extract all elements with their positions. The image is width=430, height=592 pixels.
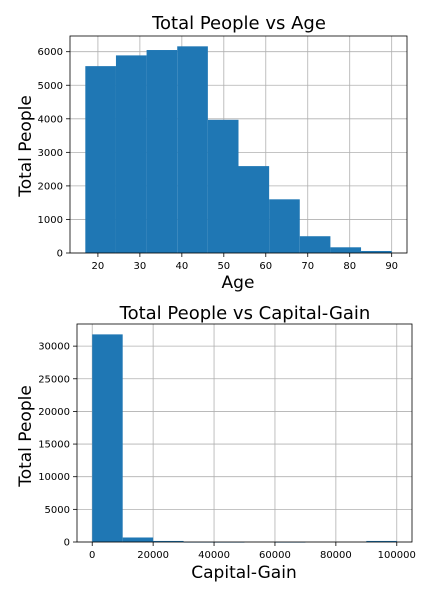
y-tick-label: 30000	[38, 342, 70, 353]
y-tick-label: 10000	[38, 472, 70, 483]
x-tick-label: 30	[134, 261, 147, 272]
x-tick-label: 60	[259, 261, 272, 272]
histogram-bar	[146, 50, 178, 254]
x-tick-label: 100000	[378, 550, 416, 561]
y-tick-label: 15000	[38, 440, 70, 451]
histogram-bar	[330, 247, 362, 253]
y-tick-label: 6000	[38, 47, 63, 58]
histogram-bar	[153, 540, 184, 542]
chart-title: Total People vs Capital-Gain	[119, 303, 371, 324]
plot-frame	[76, 323, 413, 543]
x-axis-label: Capital-Gain	[191, 563, 296, 583]
y-tick-label: 1000	[38, 215, 63, 226]
x-tick-label: 40000	[198, 550, 230, 561]
x-tick-label: 90	[385, 261, 398, 272]
y-tick-label: 0	[57, 249, 63, 260]
y-tick-label: 20000	[38, 407, 70, 418]
y-axis-label: Total People	[16, 95, 36, 198]
y-tick-label: 3000	[38, 148, 63, 159]
x-tick-label: 40	[175, 261, 188, 272]
x-tick-label: 60000	[259, 550, 291, 561]
x-tick-label: 80000	[320, 550, 352, 561]
histogram-bar	[207, 119, 239, 253]
chart-title: Total People vs Age	[151, 13, 326, 34]
y-tick-label: 5000	[45, 505, 70, 516]
x-tick-label: 50	[217, 261, 230, 272]
y-axis-label: Total People	[16, 385, 36, 488]
histogram-bar	[92, 334, 123, 542]
x-tick-label: 20000	[137, 550, 169, 561]
capital-gain-histogram: Total People vs Capital-Gain 0 20000 40000…	[16, 303, 416, 583]
x-tick-label: 20	[92, 261, 105, 272]
plot-frame	[69, 35, 408, 254]
histogram-bar	[299, 236, 331, 253]
histogram-bar	[269, 199, 300, 253]
histogram-bar	[115, 55, 147, 254]
histogram-bar	[177, 46, 208, 254]
age-histogram: Total People vs Age 20 30 40 50 60 70 80 90 0 100…	[16, 13, 408, 293]
x-tick-label: 70	[301, 261, 314, 272]
x-tick-label: 0	[89, 550, 95, 561]
y-tick-label: 4000	[38, 114, 63, 125]
x-axis-label: Age	[222, 273, 255, 293]
x-tick-label: 80	[343, 261, 356, 272]
histogram-bar	[366, 540, 397, 542]
histogram-bar	[361, 250, 392, 253]
histogram-bar	[85, 66, 116, 253]
y-tick-label: 5000	[38, 81, 63, 92]
histogram-bar	[238, 166, 270, 253]
y-tick-label: 25000	[38, 374, 70, 385]
y-tick-label: 0	[64, 538, 70, 549]
y-tick-label: 2000	[38, 181, 63, 192]
histogram-bar	[122, 537, 154, 542]
